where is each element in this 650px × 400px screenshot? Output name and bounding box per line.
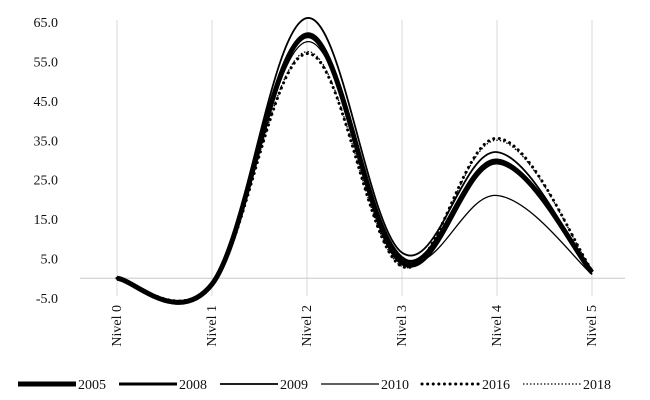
x-tick-label: Nivel 1 [205, 305, 220, 347]
series-line-2010 [116, 41, 593, 303]
legend-label-2018: 2018 [583, 378, 611, 393]
series-lines [115, 17, 594, 305]
x-tick-label: Nivel 5 [585, 305, 600, 347]
series-line-2008 [116, 32, 594, 304]
y-tick-label: 45.0 [34, 95, 59, 110]
legend-label-2008: 2008 [179, 378, 207, 393]
legend-label-2005: 2005 [78, 378, 106, 393]
series-line-2018 [116, 50, 593, 302]
y-tick-label: 15.0 [34, 213, 59, 228]
x-axis-ticks: Nivel 0 Nivel 1 Nivel 2 Nivel 3 Nivel 4 Nivel… [110, 305, 600, 347]
y-tick-label: 35.0 [34, 134, 59, 149]
legend-label-2009: 2009 [280, 378, 308, 393]
x-tick-label: Nivel 0 [110, 305, 125, 347]
legend-label-2016: 2016 [482, 378, 510, 393]
y-tick-label: -5.0 [36, 292, 58, 307]
y-tick-label: 65.0 [34, 16, 59, 31]
series-line-2009 [116, 17, 593, 305]
x-tick-label: Nivel 3 [395, 305, 410, 347]
y-tick-label: 55.0 [34, 55, 59, 70]
x-tick-label: Nivel 4 [490, 305, 505, 347]
y-tick-label: 25.0 [34, 174, 59, 189]
legend: 2005 2008 2009 2010 2016 2018 [18, 378, 611, 393]
legend-label-2010: 2010 [381, 378, 409, 393]
y-axis-ticks: 65.0 55.0 45.0 35.0 25.0 15.0 5.0 -5.0 [34, 16, 59, 307]
x-tick-label: Nivel 2 [300, 305, 315, 347]
gridlines [80, 20, 625, 296]
y-tick-label: 5.0 [41, 253, 59, 268]
series-line-2005 [116, 33, 594, 305]
